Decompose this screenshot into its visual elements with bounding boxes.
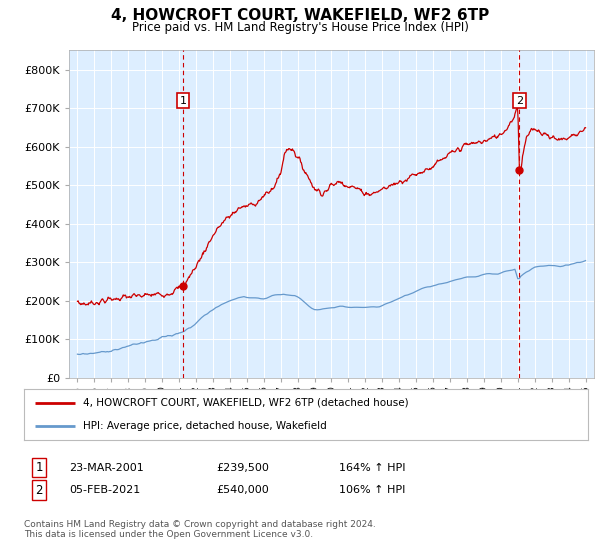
Text: 106% ↑ HPI: 106% ↑ HPI	[339, 485, 406, 495]
Text: £540,000: £540,000	[216, 485, 269, 495]
Text: 23-MAR-2001: 23-MAR-2001	[69, 463, 144, 473]
Text: 2: 2	[516, 96, 523, 105]
Text: 4, HOWCROFT COURT, WAKEFIELD, WF2 6TP: 4, HOWCROFT COURT, WAKEFIELD, WF2 6TP	[111, 8, 489, 24]
Text: £239,500: £239,500	[216, 463, 269, 473]
Text: Price paid vs. HM Land Registry's House Price Index (HPI): Price paid vs. HM Land Registry's House …	[131, 21, 469, 34]
Text: Contains HM Land Registry data © Crown copyright and database right 2024.
This d: Contains HM Land Registry data © Crown c…	[24, 520, 376, 539]
Text: 164% ↑ HPI: 164% ↑ HPI	[339, 463, 406, 473]
Text: HPI: Average price, detached house, Wakefield: HPI: Average price, detached house, Wake…	[83, 421, 327, 431]
Text: 1: 1	[179, 96, 187, 105]
Text: 1: 1	[35, 461, 43, 474]
Text: 4, HOWCROFT COURT, WAKEFIELD, WF2 6TP (detached house): 4, HOWCROFT COURT, WAKEFIELD, WF2 6TP (d…	[83, 398, 409, 408]
Text: 2: 2	[35, 483, 43, 497]
Text: 05-FEB-2021: 05-FEB-2021	[69, 485, 140, 495]
